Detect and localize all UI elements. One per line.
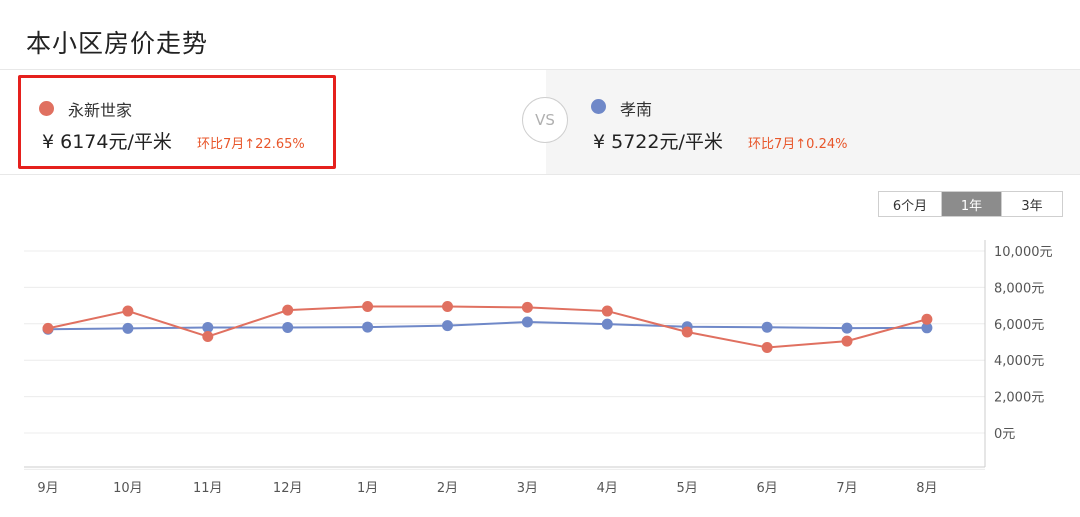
tab-label: 6个月: [892, 198, 928, 214]
data-point: [681, 321, 693, 333]
x-tick-label: 5月: [677, 481, 698, 496]
tab-label: 3年: [1021, 198, 1043, 214]
y-tick-label: 0元: [994, 427, 1015, 442]
legend-dot-left-icon: [39, 101, 54, 116]
x-tick-label: 6月: [756, 481, 777, 496]
x-tick-label: 8月: [916, 481, 937, 496]
district-name: 孝南: [620, 100, 653, 119]
y-tick-label: 6,000元: [994, 318, 1044, 333]
community-price: ¥ 6174元/平米: [42, 131, 172, 153]
data-point: [601, 318, 613, 330]
data-point: [442, 301, 453, 313]
data-point: [122, 305, 134, 317]
tab-6-months[interactable]: 6个月: [879, 192, 941, 216]
x-tick-label: 7月: [836, 481, 857, 496]
y-tick-label: 10,000元: [994, 245, 1053, 260]
data-point: [202, 321, 214, 333]
data-point: [921, 313, 933, 325]
data-point: [841, 335, 853, 347]
tab-1-year[interactable]: 1年: [941, 192, 1001, 216]
x-tick-label: 2月: [437, 481, 458, 496]
y-tick-label: 8,000元: [994, 281, 1044, 296]
legend-dot-right-icon: [591, 99, 606, 114]
data-point: [601, 305, 613, 317]
vs-badge: VS: [522, 97, 568, 143]
data-point: [362, 321, 374, 333]
range-tabs: 6个月 1年 3年: [878, 191, 1063, 217]
data-point: [761, 341, 773, 353]
data-point: [761, 321, 773, 333]
data-point: [42, 323, 54, 335]
community-name: 永新世家: [68, 101, 133, 120]
x-tick-label: 4月: [597, 481, 618, 496]
series-line: [47, 305, 928, 349]
data-point: [282, 321, 294, 333]
data-point: [202, 331, 214, 343]
compare-bar: 永新世家 ¥ 6174元/平米 环比7月↑22.65% 孝南 ¥ 5722元/平…: [0, 69, 1080, 175]
x-tick-label: 10月: [113, 481, 143, 496]
data-point: [681, 326, 693, 338]
tab-3-years[interactable]: 3年: [1001, 192, 1062, 216]
data-point: [362, 301, 374, 313]
x-tick-label: 3月: [517, 481, 538, 496]
compare-right-panel[interactable]: 孝南 ¥ 5722元/平米 环比7月↑0.24%: [546, 70, 1080, 174]
y-tick-label: 4,000元: [994, 354, 1044, 369]
x-tick-label: 9月: [37, 481, 58, 496]
data-point: [841, 322, 853, 334]
data-point: [921, 322, 933, 334]
y-tick-label: 2,000元: [994, 391, 1044, 406]
series-line: [47, 320, 927, 331]
x-tick-label: 12月: [273, 481, 303, 496]
community-change: 环比7月↑22.65%: [197, 137, 305, 152]
district-change: 环比7月↑0.24%: [748, 137, 848, 152]
data-point: [521, 301, 533, 313]
page-title: 本小区房价走势: [26, 29, 209, 58]
data-point: [282, 304, 294, 316]
data-point: [42, 322, 54, 334]
tab-label: 1年: [960, 198, 983, 214]
compare-left-panel[interactable]: 永新世家 ¥ 6174元/平米 环比7月↑22.65%: [0, 70, 546, 174]
data-point: [521, 316, 533, 328]
x-tick-label: 11月: [193, 481, 223, 496]
x-tick-label: 1月: [357, 481, 378, 496]
highlight-box: [18, 75, 336, 169]
data-point: [442, 320, 453, 332]
data-point: [122, 322, 134, 334]
district-price: ¥ 5722元/平米: [593, 131, 723, 153]
